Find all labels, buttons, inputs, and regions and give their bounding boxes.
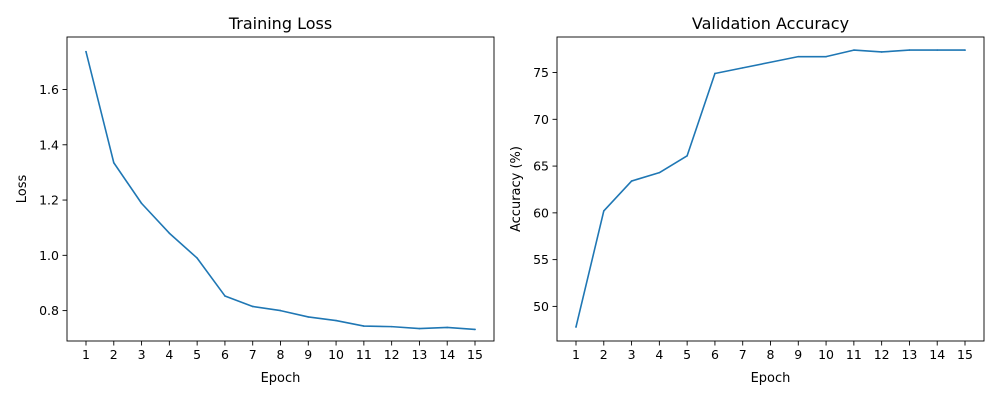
loss-xtick-label: 13 — [411, 347, 427, 362]
accuracy-xtick-label: 6 — [711, 347, 719, 362]
accuracy-ytick-label: 75 — [533, 65, 549, 80]
loss-chart: Training Loss 1 2 3 4 5 6 7 8 9 10 11 12 13 14 150.81.… — [15, 14, 495, 386]
loss-series-line — [85, 50, 476, 331]
accuracy-xtick-label: 8 — [767, 347, 775, 362]
loss-ytick-label: 1.4 — [39, 137, 59, 152]
accuracy-xtick-label: 2 — [600, 347, 608, 362]
loss-chart-frame — [66, 36, 495, 342]
accuracy-chart: Validation Accuracy 1 2 3 4 5 6 7 8 9 10 11 12 13 14 1… — [509, 14, 985, 386]
accuracy-xtick-label: 1 — [572, 347, 580, 362]
loss-xtick-label: 1 — [82, 347, 90, 362]
loss-xtick-label: 5 — [193, 347, 201, 362]
accuracy-ytick-label: 55 — [533, 252, 549, 267]
accuracy-xtick-label: 5 — [683, 347, 691, 362]
loss-xtick-label: 2 — [110, 347, 118, 362]
accuracy-chart-ylabel: Accuracy (%) — [509, 146, 524, 232]
loss-chart-ylabel: Loss — [15, 175, 30, 204]
accuracy-chart-title: Validation Accuracy — [692, 14, 849, 33]
accuracy-series-line — [575, 49, 966, 328]
loss-chart-title: Training Loss — [228, 14, 332, 33]
accuracy-ytick-label: 70 — [533, 112, 549, 127]
loss-xtick-label: 10 — [328, 347, 344, 362]
loss-ytick-label: 1.0 — [39, 248, 59, 263]
accuracy-xtick-label: 13 — [901, 347, 917, 362]
loss-xtick-label: 8 — [277, 347, 285, 362]
accuracy-xtick-label: 3 — [628, 347, 636, 362]
loss-xtick-label: 15 — [467, 347, 483, 362]
loss-xtick-label: 14 — [439, 347, 455, 362]
accuracy-xtick-label: 14 — [929, 347, 945, 362]
loss-xtick-label: 4 — [165, 347, 173, 362]
loss-chart-xlabel: Epoch — [261, 371, 301, 386]
loss-chart-ticks: 1 2 3 4 5 6 7 8 9 10 11 12 13 14 150.81.01.21.41.6 — [39, 50, 483, 362]
loss-xtick-label: 11 — [356, 347, 372, 362]
accuracy-xtick-label: 4 — [655, 347, 663, 362]
loss-ytick-label: 1.2 — [39, 193, 59, 208]
accuracy-xtick-label: 7 — [739, 347, 747, 362]
loss-ytick-label: 0.8 — [39, 303, 59, 318]
loss-xtick-label: 7 — [249, 347, 257, 362]
loss-ytick-label: 1.6 — [39, 82, 59, 97]
accuracy-chart-frame — [556, 36, 985, 342]
accuracy-xtick-label: 15 — [957, 347, 973, 362]
loss-xtick-label: 12 — [384, 347, 400, 362]
loss-xtick-label: 6 — [221, 347, 229, 362]
accuracy-xtick-label: 12 — [874, 347, 890, 362]
accuracy-ytick-label: 50 — [533, 299, 549, 314]
accuracy-chart-xlabel: Epoch — [751, 371, 791, 386]
accuracy-xtick-label: 11 — [846, 347, 862, 362]
accuracy-xtick-label: 10 — [818, 347, 834, 362]
accuracy-xtick-label: 9 — [794, 347, 802, 362]
accuracy-ytick-label: 65 — [533, 159, 549, 174]
loss-xtick-label: 9 — [304, 347, 312, 362]
loss-xtick-label: 3 — [138, 347, 146, 362]
accuracy-ytick-label: 60 — [533, 205, 549, 220]
